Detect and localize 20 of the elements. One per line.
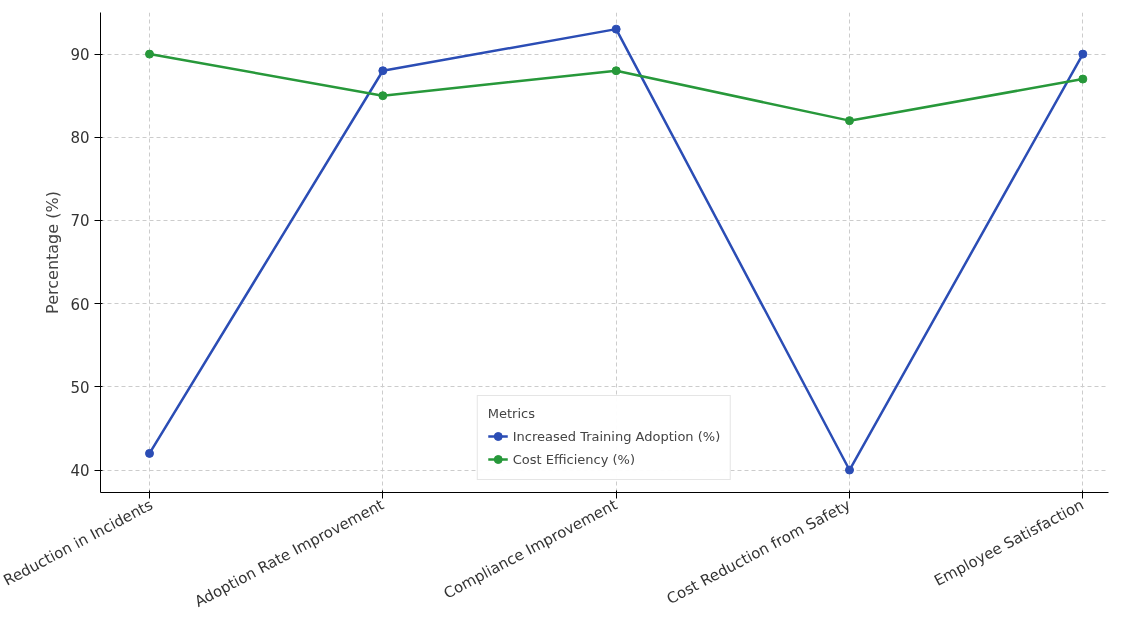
point [145, 448, 154, 458]
y-tick-label: 70 [70, 212, 90, 231]
point [845, 116, 854, 126]
point [378, 91, 388, 101]
y-axis-title: Percentage (%) [43, 191, 63, 314]
legend-label: Cost Efficiency (%) [512, 451, 636, 467]
legend-title: Metrics [487, 406, 536, 421]
point [1078, 74, 1088, 84]
point [611, 66, 621, 76]
point [378, 66, 388, 76]
y-tick-label: 40 [70, 462, 90, 481]
point [845, 465, 854, 475]
y-tick-label: 80 [70, 129, 90, 148]
point [611, 24, 621, 34]
point [1078, 49, 1088, 59]
y-tick-label: 90 [70, 46, 90, 65]
y-tick-label: 60 [70, 295, 90, 314]
legend-label: Increased Training Adoption (%) [512, 428, 721, 444]
y-tick-label: 50 [70, 378, 90, 397]
point [145, 49, 154, 59]
